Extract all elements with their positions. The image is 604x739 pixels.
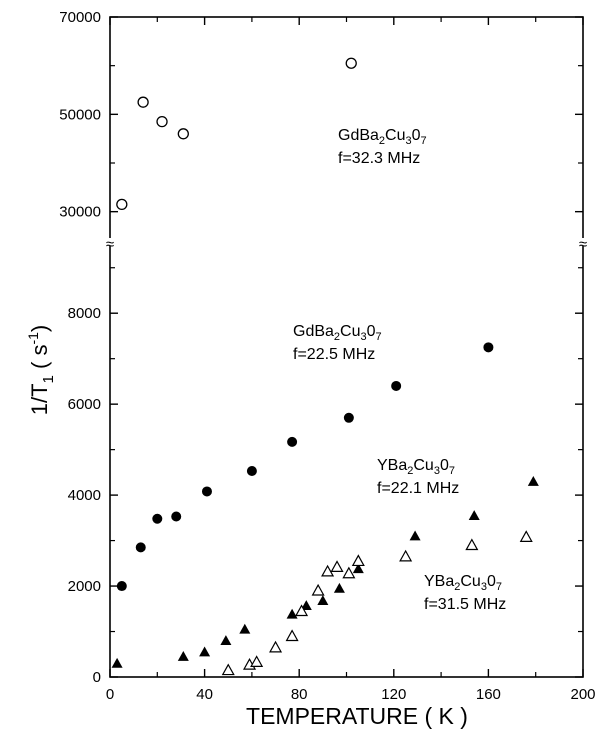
data-point [287,436,298,447]
data-point [468,510,480,520]
data-point [519,530,533,542]
data-point [116,198,128,211]
annotation-gd-22: GdBa2Cu307 [293,323,382,343]
data-point [111,657,123,668]
x-tick-label: 200 [570,686,595,703]
y-axis-title-sup: -1 [25,332,41,345]
x-tick-label: 80 [291,686,308,703]
data-point [177,651,189,661]
data-point [199,646,211,657]
axis-break-marks: ≈ ≈ [106,236,587,253]
data-point [465,538,479,551]
y-tick-label: 0 [93,669,101,686]
annotation-y-22: YBa2Cu307 [377,457,455,477]
annotation-y-31: YBa2Cu307 [424,573,502,593]
data-point [201,486,212,497]
axis-break-gap [579,238,587,246]
series-3 [221,530,533,676]
data-points [111,57,539,676]
y-axis-ticks: 0 2000 4000 6000 8000 30000 50000 70000 [59,9,583,686]
y-tick-label: 2000 [68,578,101,595]
axis-break-left: ≈ [106,236,114,253]
y-axis-title-open: ( s [27,345,52,376]
data-point [343,412,354,423]
annotation-y-31-freq: f=31.5 MHz [424,596,506,613]
data-point [221,663,235,676]
x-tick-label: 0 [106,686,114,703]
series-1 [116,342,494,592]
data-point [345,57,357,69]
data-point [300,600,312,611]
annotation-gd-32: GdBa2Cu307 [338,127,427,147]
data-point [330,560,344,572]
y-tick-label: 50000 [59,106,101,123]
data-point [333,582,345,593]
data-point [527,475,539,486]
data-point [351,554,365,567]
y-tick-label: 30000 [59,204,101,221]
x-axis-title: TEMPERATURE ( K ) [246,703,468,729]
y-tick-label: 6000 [68,396,101,413]
data-point [135,542,146,553]
data-point [116,581,127,592]
data-point [295,604,309,617]
data-point [137,96,149,108]
data-point [409,530,421,541]
data-point [250,655,264,667]
data-point [483,342,494,353]
data-point [285,629,299,642]
data-point [391,380,402,391]
annotation-gd-22-freq: f=22.5 MHz [293,346,375,363]
y-tick-label: 8000 [68,305,101,322]
series-0 [116,57,357,211]
data-point [321,564,335,577]
x-axis-ticks: 0 40 80 120 160 200 [106,17,596,703]
data-point [311,583,325,596]
y-axis-title-sub: 1 [40,375,57,383]
y-tick-label: 4000 [68,487,101,504]
y-axis-title-close: ) [27,325,52,332]
axis-break-right: ≈ [579,236,587,253]
data-point [220,635,232,646]
data-point [317,595,329,606]
data-point [246,466,257,477]
x-tick-label: 120 [381,686,406,703]
data-point [177,128,189,140]
annotation-y-22-freq: f=22.1 MHz [377,480,459,497]
data-point [286,608,298,619]
axis-break-gap [106,238,114,246]
data-point [399,549,413,562]
annotation-gd-32-freq: f=32.3 MHz [338,150,420,167]
y-axis-title-main: 1/T [27,383,52,415]
data-point [269,640,283,653]
data-point [239,623,251,634]
y-tick-label: 70000 [59,9,101,26]
x-tick-label: 160 [476,686,501,703]
data-point [342,566,356,579]
series-2 [111,475,539,668]
data-point [152,513,163,524]
data-point [352,563,364,574]
data-point [171,511,182,522]
x-tick-label: 40 [196,686,213,703]
data-point [156,115,168,128]
y-axis-title: 1/T1 ( s-1) [25,325,57,415]
